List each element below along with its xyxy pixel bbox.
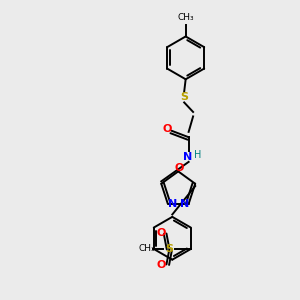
Text: O: O	[162, 124, 172, 134]
Text: N: N	[180, 199, 189, 209]
Text: O: O	[156, 260, 166, 270]
Text: S: S	[165, 244, 173, 254]
Text: H: H	[194, 150, 202, 160]
Text: O: O	[174, 163, 184, 173]
Text: S: S	[180, 92, 188, 102]
Text: O: O	[156, 228, 166, 238]
Text: N: N	[183, 152, 192, 161]
Text: N: N	[168, 199, 177, 209]
Text: CH₃: CH₃	[177, 13, 194, 22]
Text: CH₃: CH₃	[138, 244, 155, 253]
